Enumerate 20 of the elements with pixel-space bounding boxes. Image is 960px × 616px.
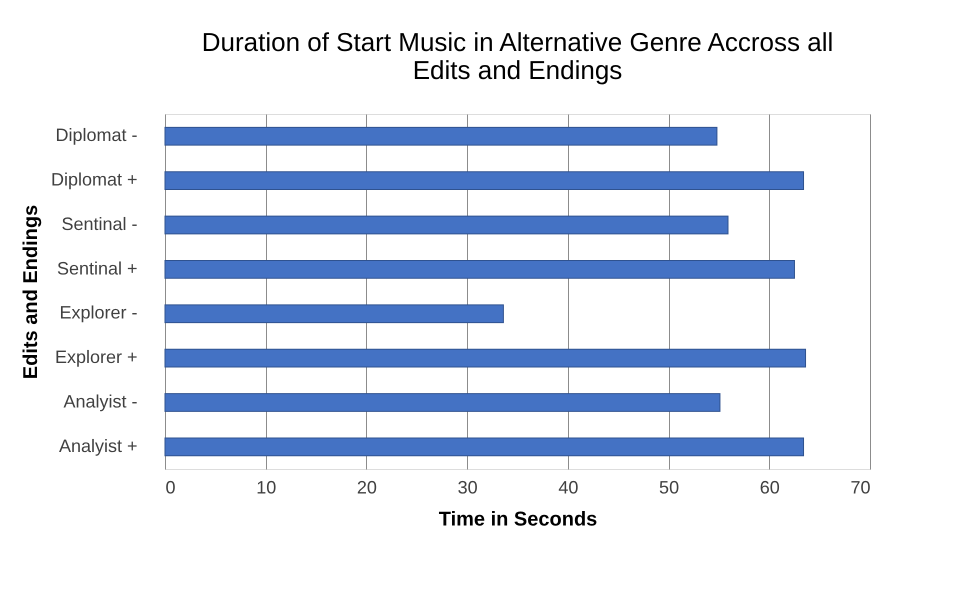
x-tick-label: 40 — [558, 478, 578, 498]
text: Edits and Endings — [412, 55, 622, 85]
x-tick-label: 60 — [760, 478, 780, 498]
y-tick-label: Diplomat + — [50, 170, 138, 190]
text: Duration of Start Music in Alternative Genre Accross all — [202, 27, 834, 57]
x-tick-label: 30 — [458, 478, 478, 498]
y-tick-label: Diplomat - — [55, 125, 138, 146]
x-tick-label: 70 — [850, 478, 870, 498]
x-tick-label: 0 — [166, 478, 176, 498]
x-tick-label: 10 — [256, 478, 276, 498]
x-axis-title: Time in Seconds — [438, 508, 598, 530]
y-tick-label: Analyist + — [58, 436, 138, 456]
x-tick-label: 20 — [356, 478, 377, 498]
y-tick-label: Analyist - — [63, 391, 138, 412]
y-tick-label: Sentinal - — [61, 214, 138, 234]
y-tick-label: Explorer + — [54, 347, 138, 368]
y-axis-title: Edits and Endings — [20, 204, 42, 380]
x-tick-label: 50 — [659, 478, 680, 498]
y-tick-label: Sentinal + — [56, 258, 138, 278]
y-tick-label: Explorer - — [59, 302, 138, 323]
